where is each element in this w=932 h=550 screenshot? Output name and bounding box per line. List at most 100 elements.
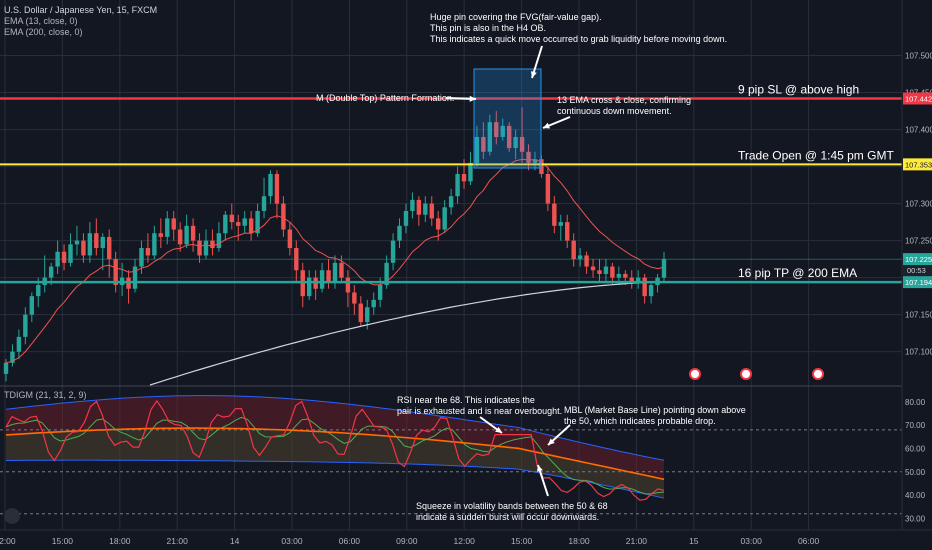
candle-body (190, 225, 196, 241)
candle-body (248, 218, 254, 234)
candle-body (635, 277, 641, 282)
mbl-note: MBL (Market Base Line) pointing down abo… (564, 405, 746, 415)
entry-label: Trade Open @ 1:45 pm GMT (738, 148, 894, 162)
candle-body (216, 233, 222, 249)
entry-badge: 107.353 (905, 160, 932, 169)
squeeze-arrow-head (537, 465, 543, 472)
last-badge-bg (903, 253, 932, 266)
time-tick: 21:00 (167, 536, 189, 546)
time-tick: 14 (230, 536, 240, 546)
candle-body (494, 122, 499, 137)
candle-body (526, 151, 531, 163)
fvg-note: This indicates a quick move occurred to … (430, 34, 727, 44)
candle-body (255, 211, 260, 234)
time-tick: 06:00 (798, 536, 820, 546)
fvg-note: This pin is also in the H4 OB. (430, 23, 546, 33)
sl-badge-bg (903, 92, 932, 105)
rsi-note: pair is exhausted and is near overbought… (397, 406, 562, 416)
lower-band-fill (6, 428, 664, 499)
candle-body (184, 225, 189, 245)
candle-body (197, 240, 202, 256)
candle-body (455, 173, 460, 197)
candle-body (281, 203, 286, 230)
candle-body (358, 303, 364, 323)
ema200-line (149, 281, 665, 386)
candle-body (442, 207, 447, 230)
tp-badge-bg (903, 276, 932, 289)
tdi-tick: 40.00 (905, 491, 926, 500)
candle-body (552, 203, 557, 226)
candle-body (371, 299, 376, 308)
candle-body (223, 214, 228, 234)
candle-body (390, 240, 396, 263)
candle-body (268, 173, 273, 197)
candle-body (513, 136, 518, 149)
candle-body (648, 285, 654, 297)
mtop-arrow-head (469, 95, 476, 102)
candle-body (545, 173, 551, 204)
event-icon (689, 368, 701, 380)
candle-body (68, 244, 73, 263)
candle-body (584, 255, 589, 267)
candle-body (597, 270, 602, 274)
candle-body (558, 222, 563, 226)
grid (0, 0, 932, 530)
logo-icon (4, 508, 20, 524)
time-tick: 09:00 (396, 536, 418, 546)
candle-body (384, 262, 389, 286)
last-badge: 107.225 (905, 255, 932, 264)
candle-body (107, 236, 112, 260)
candle-body (377, 285, 383, 300)
candle-body (468, 162, 473, 182)
countdown-bg (903, 265, 932, 277)
candle-body (100, 236, 105, 249)
candle-body (242, 218, 247, 226)
time-tick: 15:00 (52, 536, 74, 546)
candle-body (332, 262, 338, 282)
candle-body (506, 125, 512, 149)
ema13-legend: EMA (13, close, 0) (4, 16, 78, 26)
fvg-note: Huge pin covering the FVG(fair-value gap… (430, 12, 602, 22)
ema-lines (5, 158, 665, 386)
candle-body (661, 259, 667, 278)
volatility-band-fill (6, 395, 664, 499)
candle-body (423, 203, 428, 215)
tdi-tick: 60.00 (905, 445, 926, 454)
ema200-legend: EMA (200, close, 0) (4, 27, 83, 37)
candle-body (519, 136, 525, 152)
candle-body (203, 240, 209, 256)
candle-body (532, 159, 538, 163)
time-tick: 12:00 (454, 536, 476, 546)
candles (3, 107, 667, 382)
candle-body (603, 266, 609, 274)
tdi-title: TDIGM (21, 31, 2, 9) (4, 390, 87, 400)
candle-body (158, 233, 164, 237)
tdi-tick: 50.00 (905, 468, 926, 477)
upper-band (5, 395, 665, 461)
candle-body (94, 233, 99, 249)
candle-body (403, 211, 409, 226)
rsi-line (5, 399, 665, 501)
candle-body (139, 248, 144, 267)
candle-body (590, 266, 596, 271)
tdi-tick: 30.00 (905, 514, 926, 523)
candle-body (165, 218, 170, 237)
time-tick: 06:00 (339, 536, 361, 546)
candle-body (236, 222, 241, 226)
candle-body (429, 203, 434, 219)
tdi-tick: 70.00 (905, 421, 926, 430)
ema-cross-arrow-head (543, 122, 550, 129)
entry-badge-bg (903, 158, 932, 171)
candle-body (306, 277, 312, 297)
candle-body (87, 233, 93, 256)
candle-body (319, 270, 325, 289)
mtop-note: M (Double Top) Pattern Formation. (316, 93, 454, 103)
price-tick: 107.250 (905, 237, 932, 246)
lower-band (6, 459, 665, 499)
candle-body (474, 136, 480, 163)
candle-body (3, 362, 9, 374)
candle-body (48, 266, 54, 278)
candle-body (23, 314, 28, 337)
